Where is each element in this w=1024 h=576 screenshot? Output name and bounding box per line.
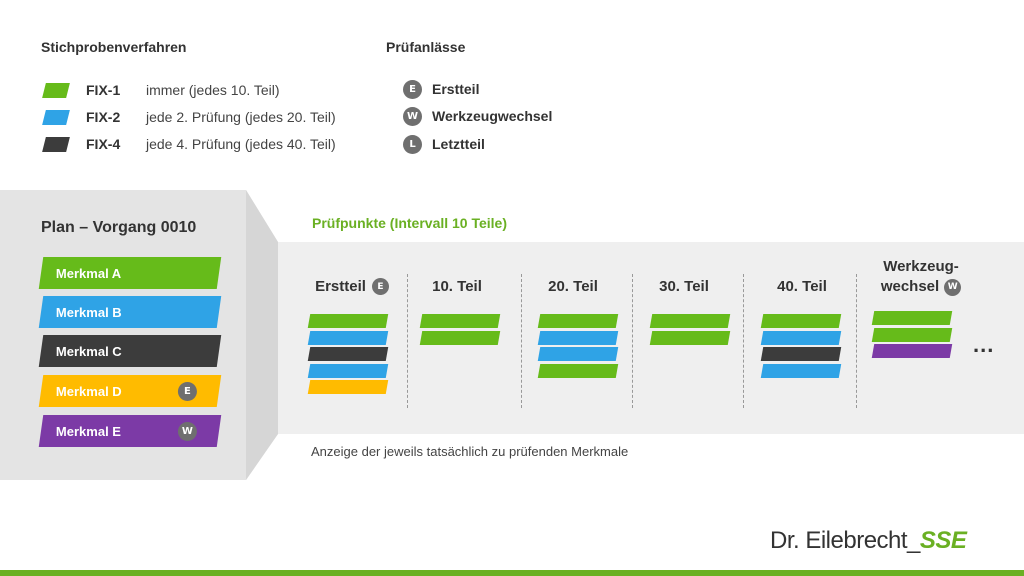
feature-d: Merkmal D E: [38, 375, 222, 407]
first-part-badge-icon: E: [403, 79, 422, 99]
column-divider: [743, 274, 744, 408]
occasion-item-first-part: E Erstteil: [403, 79, 479, 99]
column-divider: [521, 274, 522, 408]
feature-label: Merkmal C: [56, 343, 122, 359]
feature-bar: [307, 380, 389, 394]
feature-bar: [649, 330, 731, 345]
legend-desc: jede 2. Prüfung (jedes 20. Teil): [146, 109, 336, 125]
feature-label: Merkmal B: [56, 304, 122, 320]
feature-bar: [307, 330, 389, 345]
feature-bar: [649, 314, 731, 328]
occasions-heading: Prüfanlässe: [386, 39, 466, 55]
sampling-heading: Stichprobenverfahren: [41, 39, 187, 55]
feature-bar: [307, 314, 389, 328]
col-head-40: 40. Teil: [760, 278, 844, 295]
col-label: Erstteil: [315, 278, 366, 295]
legend-desc: immer (jedes 10. Teil): [146, 82, 280, 98]
feature-c: Merkmal C: [38, 335, 222, 367]
feature-bar: [760, 363, 842, 378]
col-head-20: 20. Teil: [531, 278, 615, 295]
legend-code: FIX-4: [86, 136, 121, 152]
tool-change-badge-icon: W: [403, 106, 422, 126]
feature-label: Merkmal E: [56, 423, 122, 439]
feature-b: Merkmal B: [38, 296, 222, 328]
checkpoints-title: Prüfpunkte (Intervall 10 Teile): [312, 215, 508, 231]
occasion-label: Letztteil: [432, 136, 485, 152]
logo-name: Dr. Eilebrecht_: [770, 527, 920, 554]
occasion-item-last-part: L Letztteil: [403, 134, 485, 154]
feature-bar: [760, 347, 842, 361]
caption: Anzeige der jeweils tatsächlich zu prüfe…: [311, 444, 629, 459]
col-label-line1: Werkzeug-: [883, 258, 959, 275]
legend-code: FIX-2: [86, 109, 121, 125]
column-divider: [407, 274, 408, 408]
col-label-line2: wechsel: [880, 278, 940, 295]
feature-bar: [307, 347, 389, 361]
feature-bar: [307, 363, 389, 378]
feature-bar: [419, 314, 501, 328]
more-ellipsis: ...: [973, 332, 995, 357]
legend-desc: jede 4. Prüfung (jedes 40. Teil): [146, 136, 336, 152]
col-label: 30. Teil: [659, 278, 709, 295]
fix2-swatch: [42, 109, 70, 125]
legend-code: FIX-1: [86, 82, 121, 98]
occasion-item-tool-change: W Werkzeugwechsel: [403, 106, 552, 126]
feature-bar: [871, 344, 953, 358]
column-divider: [632, 274, 633, 408]
occasion-label: Erstteil: [432, 81, 480, 97]
fix4-swatch: [42, 136, 70, 152]
column-divider: [856, 274, 857, 408]
feature-bar: [871, 327, 953, 342]
col-head-tool-change: Werkzeug- wechsel W: [866, 257, 976, 297]
feature-bar: [871, 311, 953, 325]
legend-item-fix1: FIX-1 immer (jedes 10. Teil): [42, 81, 280, 99]
company-logo: Dr. Eilebrecht_SSE: [770, 527, 967, 555]
col-head-30: 30. Teil: [642, 278, 726, 295]
first-part-badge-icon: E: [371, 278, 389, 295]
feature-e: Merkmal E W: [38, 415, 222, 447]
legend-item-fix2: FIX-2 jede 2. Prüfung (jedes 20. Teil): [42, 108, 336, 126]
feature-label: Merkmal A: [56, 265, 122, 281]
col-head-first-part: Erstteil E: [305, 278, 399, 295]
col-label: 40. Teil: [777, 278, 827, 295]
accent-line: [0, 570, 1024, 576]
last-part-badge-icon: L: [403, 134, 422, 154]
feature-bar: [537, 330, 619, 345]
col-label: 20. Teil: [548, 278, 598, 295]
feature-bar: [419, 330, 501, 345]
logo-suffix: SSE: [919, 527, 967, 554]
fix1-swatch: [42, 82, 70, 98]
feature-bar: [760, 314, 842, 328]
feature-label: Merkmal D: [56, 383, 122, 399]
feature-a: Merkmal A: [38, 257, 222, 289]
tool-change-badge-icon: W: [944, 278, 962, 296]
feature-bar: [537, 314, 619, 328]
occasion-label: Werkzeugwechsel: [432, 108, 553, 124]
col-head-10: 10. Teil: [415, 278, 499, 295]
feature-bar: [760, 330, 842, 345]
feature-bar: [537, 347, 619, 361]
feature-bar: [537, 363, 619, 378]
plan-title: Plan – Vorgang 0010: [41, 219, 197, 236]
col-label: 10. Teil: [432, 278, 482, 295]
first-part-badge-icon: E: [178, 381, 197, 401]
tool-change-badge-icon: W: [178, 421, 197, 441]
legend-item-fix4: FIX-4 jede 4. Prüfung (jedes 40. Teil): [42, 135, 336, 153]
